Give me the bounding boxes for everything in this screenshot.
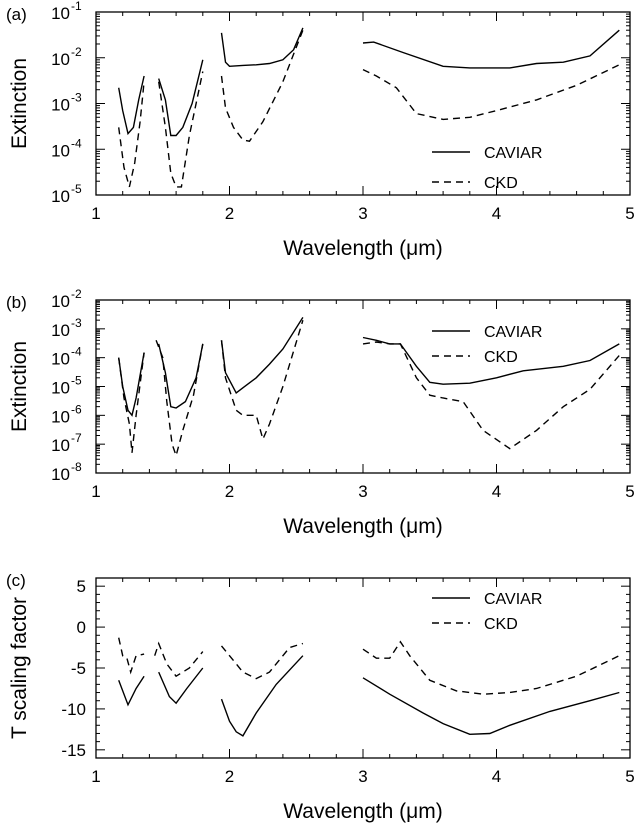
y-tick-label: 10	[51, 292, 70, 311]
panel-label: (a)	[6, 5, 27, 24]
plot-frame	[95, 299, 631, 474]
y-tick-exponent: -3	[71, 91, 82, 105]
series-caviar	[118, 27, 620, 137]
series-line-segment	[118, 352, 145, 453]
y-tick-label: -15	[61, 741, 86, 760]
chart-panel-c: (c) 1 2 3 4 5 Wavelength (μm) -15 -10 -5 0 5 T scali…	[6, 571, 635, 823]
y-tick-exponent: -6	[71, 402, 82, 416]
y-tick-label: 10	[51, 141, 70, 160]
y-tick-label: 10	[51, 4, 70, 23]
y-tick-label: -10	[61, 700, 86, 719]
series-caviar	[118, 655, 620, 737]
series-line-segment	[362, 640, 620, 695]
y-tick-exponent: -8	[71, 460, 82, 474]
y-tick-exponent: -5	[71, 182, 82, 196]
series-line-segment	[158, 59, 204, 137]
series-line-segment	[362, 341, 620, 450]
y-axis-title: Extinction	[8, 58, 31, 149]
plot-frame	[95, 577, 631, 759]
legend-label-ckd: CKD	[484, 616, 518, 633]
legend-label-ckd: CKD	[484, 175, 518, 192]
x-tick-label: 3	[358, 767, 367, 786]
series-line-segment	[154, 641, 204, 678]
series-line-segment	[118, 75, 145, 136]
y-axis-title: T scaling factor	[8, 597, 31, 739]
y-tick-label: 0	[77, 618, 86, 637]
y-tick-label: 10	[51, 379, 70, 398]
series-caviar	[118, 317, 620, 417]
y-tick-exponent: -4	[71, 136, 82, 150]
legend-label-caviar: CAVIAR	[484, 324, 542, 341]
x-tick-label: 5	[625, 767, 634, 786]
x-tick-label: 2	[225, 767, 234, 786]
plot-frame	[95, 11, 631, 196]
legend-label-ckd: CKD	[484, 349, 518, 366]
y-tick-label: 10	[51, 321, 70, 340]
legend-label-caviar: CAVIAR	[484, 145, 542, 162]
y-axis-title: Extinction	[8, 341, 31, 432]
x-tick-label: 4	[492, 204, 501, 223]
series-line-segment	[220, 29, 304, 142]
panel-label: (c)	[6, 571, 26, 590]
series-line-segment	[362, 64, 620, 121]
y-tick-label: 10	[51, 96, 70, 115]
x-tick-label: 5	[625, 482, 634, 501]
x-tick-label: 3	[358, 482, 367, 501]
y-tick-exponent: -5	[71, 374, 82, 388]
series-ckd	[118, 29, 620, 188]
y-tick-label: 10	[51, 465, 70, 484]
x-tick-label: 5	[625, 204, 634, 223]
series-line-segment	[118, 675, 145, 707]
x-tick-label: 4	[492, 482, 501, 501]
x-axis-title: Wavelength (μm)	[283, 515, 443, 538]
x-tick-label: 1	[91, 482, 100, 501]
y-tick-exponent: -2	[71, 45, 82, 59]
x-tick-label: 3	[358, 204, 367, 223]
series-line-segment	[220, 642, 304, 680]
series-ckd	[118, 319, 620, 458]
series-line-segment	[220, 317, 304, 394]
y-tick-exponent: -7	[71, 431, 82, 445]
series-line-segment	[220, 655, 304, 737]
panel-label: (b)	[6, 293, 27, 312]
x-tick-label: 2	[225, 482, 234, 501]
series-line-segment	[158, 667, 204, 705]
y-tick-label: 10	[51, 407, 70, 426]
legend-label-caviar: CAVIAR	[484, 591, 542, 608]
y-tick-exponent: -2	[71, 287, 82, 301]
x-axis-title: Wavelength (μm)	[283, 237, 443, 260]
y-tick-label: 10	[51, 187, 70, 206]
series-line-segment	[220, 319, 304, 442]
series-line-segment	[118, 637, 145, 675]
series-line-segment	[220, 27, 304, 68]
series-ckd	[118, 637, 620, 695]
y-tick-exponent: -4	[71, 345, 82, 359]
x-axis-title: Wavelength (μm)	[283, 800, 443, 823]
x-tick-label: 4	[492, 767, 501, 786]
series-line-segment	[362, 677, 620, 736]
y-tick-exponent: -1	[71, 0, 82, 13]
series-line-segment	[362, 29, 620, 69]
series-line-segment	[158, 343, 204, 409]
y-tick-label: 10	[51, 350, 70, 369]
y-tick-label: 10	[51, 50, 70, 69]
y-tick-label: 10	[51, 436, 70, 455]
series-line-segment	[118, 81, 145, 188]
y-tick-label: 5	[77, 577, 86, 596]
y-tick-exponent: -3	[71, 316, 82, 330]
x-tick-label: 1	[91, 204, 100, 223]
series-line-segment	[155, 340, 204, 458]
x-tick-label: 1	[91, 767, 100, 786]
y-tick-label: -5	[71, 659, 86, 678]
x-tick-label: 2	[225, 204, 234, 223]
